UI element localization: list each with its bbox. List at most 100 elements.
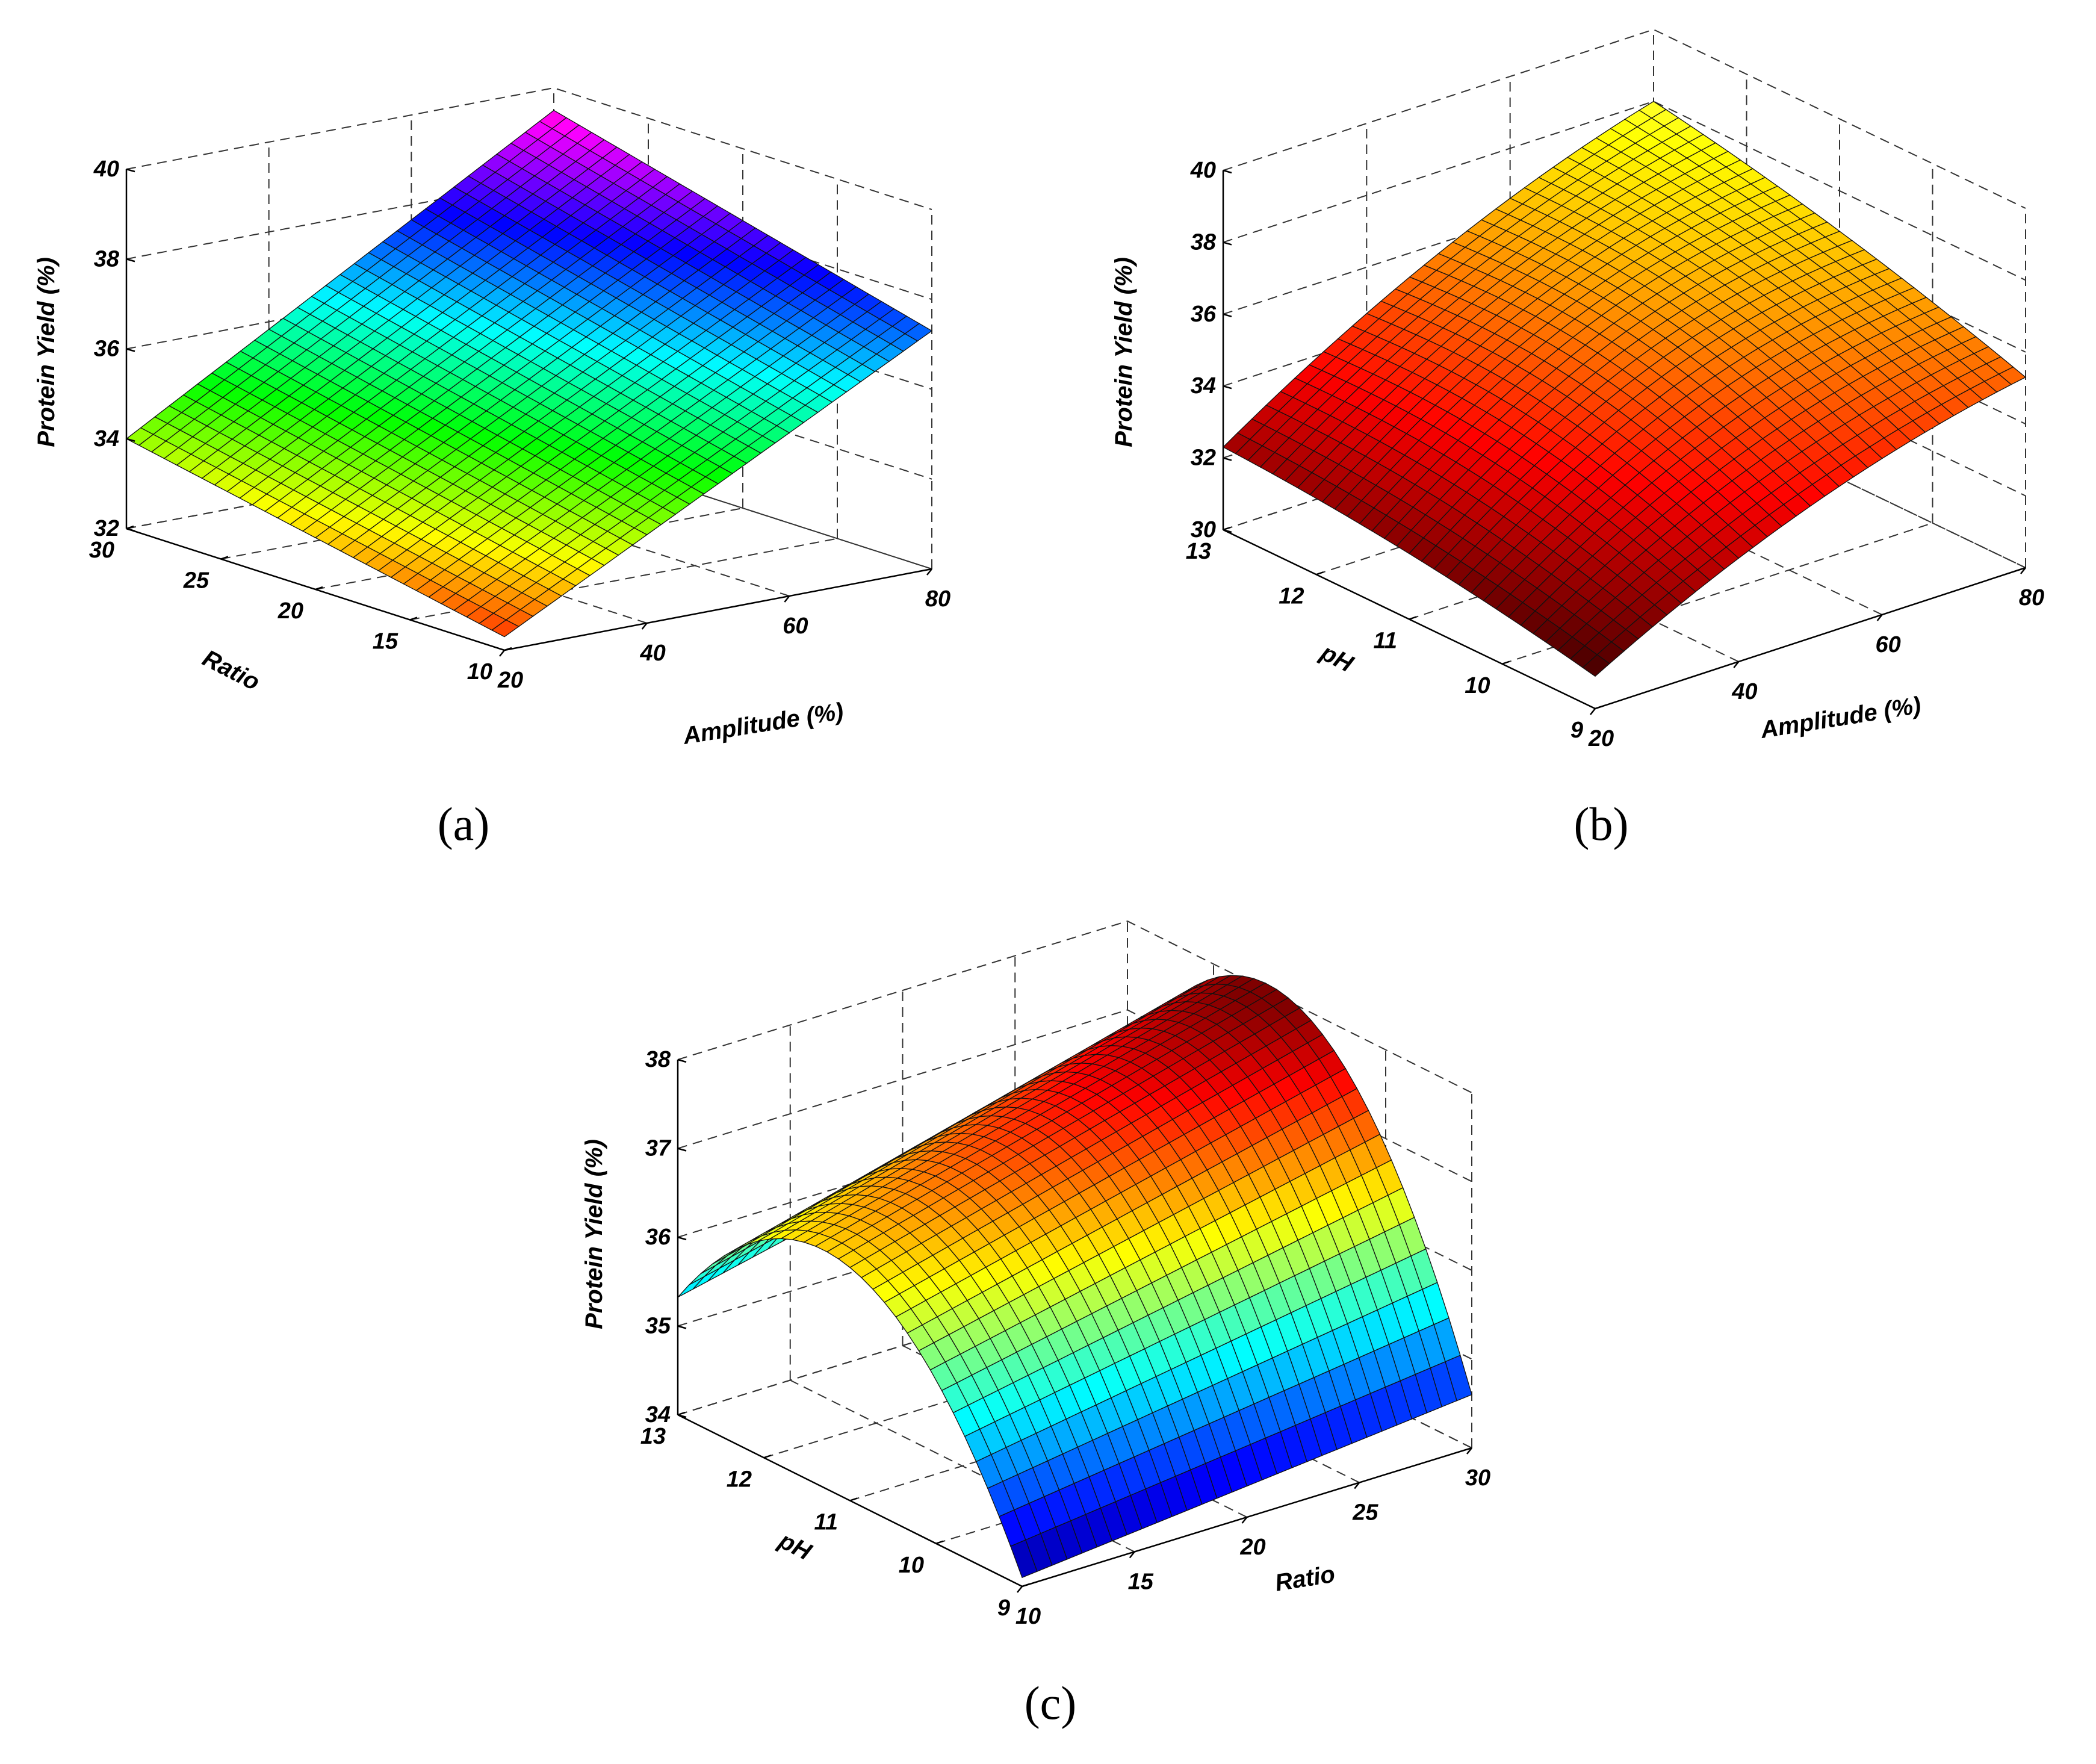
y-axis-label: pH xyxy=(774,1527,816,1565)
x-axis-label: Amplitude (%) xyxy=(681,698,845,750)
z-tick-mark xyxy=(1223,457,1232,461)
z-tick-label: 38 xyxy=(94,246,120,272)
y-tick-label: 11 xyxy=(814,1510,838,1535)
x-tick-label: 20 xyxy=(1239,1535,1265,1560)
x-tick-label: 10 xyxy=(1015,1604,1041,1629)
y-tick-label: 30 xyxy=(89,538,114,563)
x-tick-label: 15 xyxy=(1128,1570,1154,1595)
x-axis-label: Ratio xyxy=(1273,1561,1337,1597)
x-tick-mark xyxy=(1876,614,1883,621)
panel-label: (c) xyxy=(1025,1677,1077,1729)
floor-grid-line xyxy=(315,508,743,590)
x-tick-mark xyxy=(1466,1447,1472,1455)
y-tick-mark xyxy=(1316,571,1324,576)
z-axis-label: Protein Yield (%) xyxy=(1111,257,1137,447)
z-tick-label: 34 xyxy=(94,426,119,452)
z-tick-label: 36 xyxy=(94,337,120,362)
z-tick-mark xyxy=(126,348,135,352)
y-tick-label: 20 xyxy=(278,598,303,624)
y-tick-mark xyxy=(935,1540,944,1544)
z-tick-label: 32 xyxy=(1191,446,1216,471)
z-tick-label: 40 xyxy=(93,157,119,182)
y-tick-mark xyxy=(315,586,323,591)
y-tick-mark xyxy=(1502,660,1510,665)
floor-grid-line xyxy=(1502,522,1933,665)
z-axis-label: Protein Yield (%) xyxy=(581,1139,607,1329)
wall-grid-line xyxy=(126,87,932,210)
panel-label: (a) xyxy=(438,798,490,850)
surface-mesh xyxy=(1222,101,2027,677)
x-tick-mark xyxy=(1354,1482,1360,1489)
x-axis-line xyxy=(504,568,932,651)
z-tick-label: 38 xyxy=(645,1047,671,1072)
surface-chart-c: 10152025309101112133435363738RatiopHProt… xyxy=(581,920,1490,1729)
panel-label: (b) xyxy=(1574,798,1629,850)
y-tick-mark xyxy=(504,647,512,651)
z-tick-mark xyxy=(1223,169,1232,174)
x-axis-label: Amplitude (%) xyxy=(1758,692,1923,744)
y-tick-label: 10 xyxy=(1465,673,1490,698)
y-tick-mark xyxy=(220,556,229,560)
x-tick-label: 20 xyxy=(1588,726,1614,751)
z-tick-label: 38 xyxy=(1191,229,1217,255)
z-tick-mark xyxy=(677,1236,687,1241)
surface-patch xyxy=(677,1276,705,1298)
y-tick-mark xyxy=(1022,1583,1030,1588)
wall-grid-line xyxy=(1223,28,2026,209)
z-tick-label: 36 xyxy=(1191,302,1217,327)
y-tick-label: 13 xyxy=(1186,539,1211,564)
y-tick-mark xyxy=(763,1455,772,1459)
y-tick-label: 25 xyxy=(183,568,209,594)
wall-grid-line xyxy=(1223,388,2026,568)
y-tick-label: 11 xyxy=(1374,629,1397,654)
z-tick-label: 36 xyxy=(645,1225,671,1250)
z-tick-label: 34 xyxy=(1191,373,1216,399)
z-tick-mark xyxy=(126,258,135,262)
y-axis-label: Ratio xyxy=(198,645,264,696)
x-tick-label: 20 xyxy=(497,668,523,693)
y-tick-mark xyxy=(409,616,418,621)
x-tick-label: 80 xyxy=(925,586,950,612)
y-tick-label: 9 xyxy=(997,1595,1010,1621)
x-tick-mark xyxy=(641,623,648,630)
x-tick-mark xyxy=(2020,567,2026,574)
z-tick-label: 32 xyxy=(94,516,119,541)
x-tick-mark xyxy=(1590,708,1596,715)
x-tick-label: 40 xyxy=(1731,679,1757,704)
wall-grid-line xyxy=(126,267,932,390)
z-tick-mark xyxy=(1223,385,1232,390)
y-tick-label: 10 xyxy=(899,1553,924,1578)
z-tick-label: 40 xyxy=(1190,158,1216,183)
y-axis-label: pH xyxy=(1316,639,1357,677)
x-tick-mark xyxy=(784,595,790,603)
z-tick-mark xyxy=(677,1148,687,1152)
z-tick-mark xyxy=(1223,529,1232,533)
x-tick-label: 40 xyxy=(640,641,666,666)
y-tick-label: 9 xyxy=(1570,718,1583,743)
y-tick-mark xyxy=(849,1497,858,1502)
wall-grid-line xyxy=(1223,101,2026,281)
y-tick-label: 13 xyxy=(640,1424,666,1449)
z-tick-mark xyxy=(1223,313,1232,318)
y-tick-mark xyxy=(1409,616,1417,620)
z-tick-mark xyxy=(1223,241,1232,246)
x-tick-label: 60 xyxy=(783,613,808,639)
surface-patch xyxy=(1582,654,1610,677)
wall-grid-line xyxy=(677,920,1472,1093)
z-axis-label: Protein Yield (%) xyxy=(33,257,60,447)
x-tick-label: 80 xyxy=(2019,585,2044,610)
x-tick-mark xyxy=(1017,1586,1023,1593)
x-tick-mark xyxy=(926,568,932,576)
z-tick-mark xyxy=(126,168,135,173)
surface-mesh xyxy=(677,975,1472,1579)
z-tick-mark xyxy=(677,1325,687,1329)
surface-patch xyxy=(1010,1539,1038,1579)
y-tick-label: 12 xyxy=(1279,583,1304,609)
surface-patch xyxy=(491,619,519,638)
x-tick-mark xyxy=(1129,1551,1135,1559)
x-tick-label: 30 xyxy=(1465,1465,1490,1491)
